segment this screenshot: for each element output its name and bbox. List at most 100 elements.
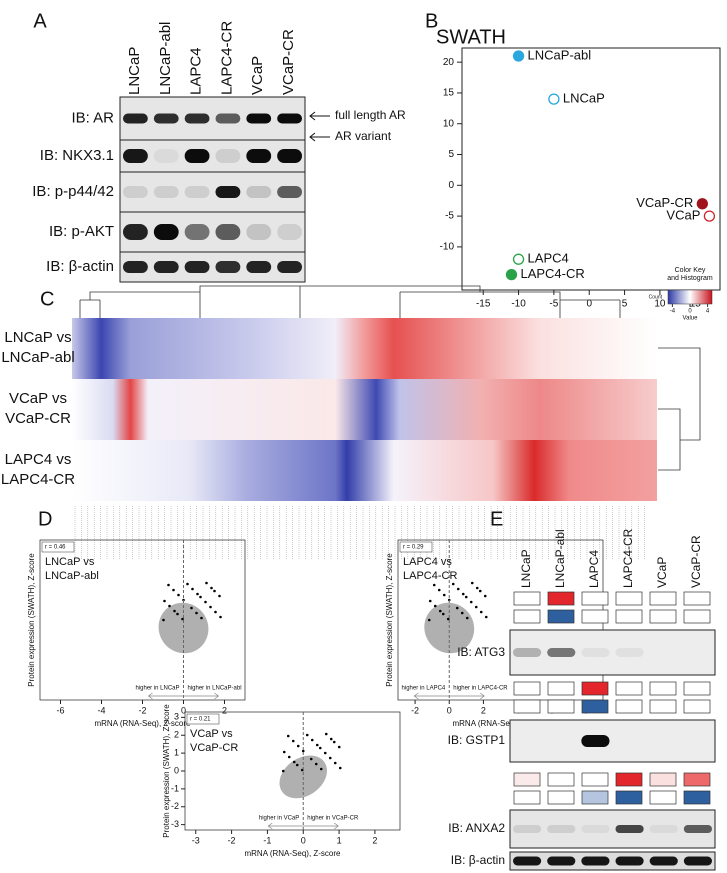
gene-point: [469, 600, 473, 604]
band: [184, 224, 210, 240]
x-tick-label: -5: [549, 299, 558, 310]
blot: [509, 809, 716, 849]
x-tick-label: 5: [622, 299, 628, 310]
gene-point: [281, 769, 285, 773]
row-label: LNCaP vs: [4, 329, 71, 346]
group-box: [547, 609, 575, 624]
lane-label: LAPC4: [188, 47, 205, 95]
band: [581, 648, 610, 657]
arrow-label: AR variant: [335, 129, 392, 143]
blot-label: IB: GSTP1: [448, 733, 506, 747]
x-axis-label: mRNA (RNA-Seq), Z-score: [94, 719, 191, 728]
point-label: LNCaP: [563, 91, 605, 106]
band: [123, 113, 148, 124]
point: [548, 93, 560, 105]
gene-point: [460, 611, 464, 615]
band: [184, 261, 210, 273]
lane-label: LAPC4: [587, 550, 601, 588]
point-label: VCaP-CR: [636, 195, 693, 210]
band: [277, 261, 302, 273]
heatmap-row: [72, 440, 657, 501]
band: [246, 149, 272, 163]
r-box: [186, 713, 220, 725]
blot: [509, 719, 716, 763]
arrow: [309, 111, 330, 142]
band: [581, 825, 610, 833]
gene-point: [474, 605, 478, 609]
group-box: [547, 790, 575, 805]
row-label: LAPC4 vs: [5, 451, 72, 468]
band: [153, 113, 179, 124]
band: [184, 186, 210, 198]
group-box: [683, 772, 711, 787]
direction-arrow: [413, 692, 485, 700]
band: [215, 149, 241, 163]
plot-name: LNCaP-abl: [45, 570, 99, 582]
x-tick-label: -2: [138, 705, 146, 715]
gene-point: [455, 606, 459, 610]
band: [215, 224, 241, 240]
group-box: [683, 790, 711, 805]
gene-point: [337, 745, 341, 749]
x-tick-label: -2: [411, 705, 419, 715]
group-box: [547, 772, 575, 787]
gene-point: [319, 767, 323, 771]
gene-point: [195, 611, 198, 615]
blot-label: IB: NKX3.1: [40, 147, 114, 164]
blot: [119, 171, 306, 213]
group-box: [683, 591, 711, 606]
gene-point: [287, 755, 291, 759]
gene-point: [314, 762, 318, 766]
band: [277, 224, 302, 240]
y-tick-label: -1: [171, 783, 179, 793]
gene-point: [190, 606, 193, 610]
blot: [119, 139, 306, 173]
gene-point: [168, 604, 171, 608]
gene-point: [324, 732, 328, 736]
lane-label: VCaP-CR: [689, 535, 703, 588]
band: [246, 224, 272, 240]
gene-point: [200, 616, 203, 620]
y-tick-label: 5: [448, 149, 454, 160]
color-key: [667, 289, 713, 305]
point: [512, 50, 525, 62]
group-box: [683, 681, 711, 696]
gene-point: [199, 595, 202, 599]
r-value: r = 0.29: [403, 545, 424, 551]
r-box: [399, 541, 433, 553]
gene-point: [478, 589, 482, 593]
x-tick-label: 0: [586, 299, 592, 310]
lane-label: VCaP-CR: [280, 29, 297, 95]
gene-point: [172, 588, 175, 592]
heatmap-row: [72, 379, 657, 440]
direction-label: higher in VCaP-CR: [307, 816, 359, 822]
row-label: LNCaP-abl: [1, 349, 74, 366]
group-box: [649, 772, 677, 787]
plot-area: [461, 47, 721, 291]
lane-label: LNCaP-abl: [157, 22, 174, 95]
x-tick-label: 2: [222, 705, 227, 715]
gene-point: [427, 618, 431, 622]
gene-point: [310, 738, 314, 742]
gene-point: [205, 581, 208, 585]
group-box: [649, 609, 677, 624]
group-box: [547, 681, 575, 696]
panel-label: E: [490, 508, 503, 530]
panel-label: A: [33, 10, 47, 32]
band: [615, 825, 644, 833]
group-box: [615, 591, 643, 606]
group-box: [649, 591, 677, 606]
gene-point: [484, 615, 488, 619]
lane-label: LNCaP: [519, 549, 533, 588]
key-ylabel: Count: [649, 294, 663, 300]
y-tick-label: 2: [174, 730, 179, 740]
gene-point: [483, 594, 487, 598]
gene-point: [282, 750, 286, 754]
group-box: [683, 699, 711, 714]
gene-point: [177, 593, 180, 597]
gene-point: [210, 586, 213, 590]
plot-name: LNCaP vs: [45, 556, 95, 568]
group-box: [513, 772, 541, 787]
band: [277, 186, 302, 198]
x-tick-label: 0: [181, 705, 186, 715]
